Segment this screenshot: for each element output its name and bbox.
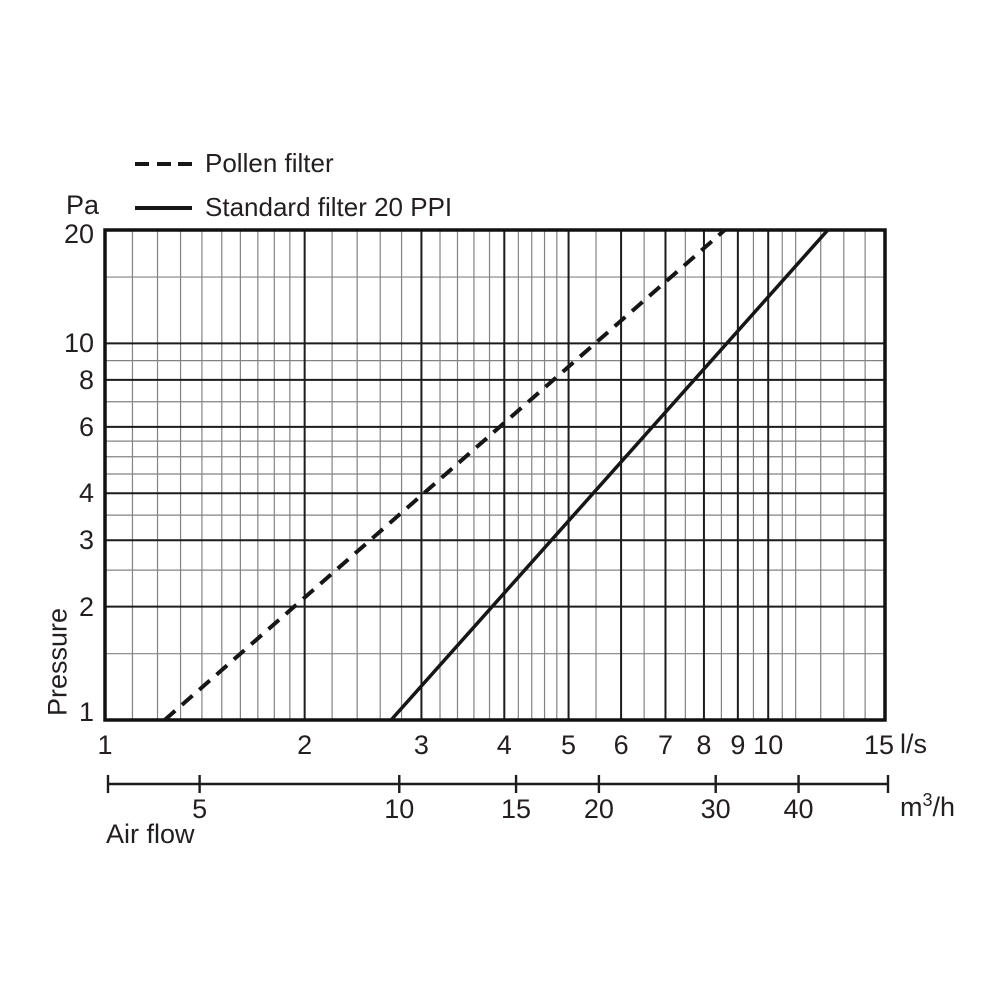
x-tick-label: 4 bbox=[496, 730, 512, 760]
y-tick-label: 20 bbox=[63, 219, 94, 249]
secondary-x-tick-label: 40 bbox=[783, 794, 814, 824]
secondary-x-tick-label: 10 bbox=[384, 794, 415, 824]
legend-item-pollen-filter: Pollen filter bbox=[135, 149, 452, 178]
x-tick-label: 10 bbox=[753, 730, 784, 760]
curve-pollen-filter bbox=[163, 230, 727, 720]
y-tick-label: 1 bbox=[78, 697, 94, 727]
x-tick-label: 6 bbox=[613, 730, 629, 760]
x-tick-label: 2 bbox=[297, 730, 313, 760]
secondary-x-tick-label: 20 bbox=[583, 794, 614, 824]
solid-line-marker bbox=[135, 205, 192, 210]
y-tick-label: 2 bbox=[78, 591, 94, 622]
secondary-x-tick-label: 5 bbox=[192, 794, 208, 824]
secondary-x-axis-unit-label: m3/h bbox=[900, 790, 956, 822]
x-tick-label: 1 bbox=[97, 730, 113, 760]
y-tick-label: 8 bbox=[78, 364, 94, 395]
y-tick-label: 10 bbox=[63, 328, 94, 359]
x-axis-unit-label: l/s bbox=[900, 729, 927, 759]
legend: Pollen filter Standard filter 20 PPI bbox=[135, 149, 452, 222]
y-tick-label: 3 bbox=[78, 525, 94, 556]
y-tick-label: 6 bbox=[78, 411, 94, 442]
curve-standard-filter-20-ppi bbox=[389, 230, 830, 720]
x-tick-label: 15 bbox=[863, 730, 895, 760]
x-axis-title: Air flow bbox=[106, 819, 195, 849]
plot-border bbox=[103, 228, 887, 722]
x-tick-label: 8 bbox=[696, 730, 712, 760]
x-tick-label: 3 bbox=[413, 730, 429, 760]
x-tick-label: 9 bbox=[730, 730, 746, 760]
legend-item-standard-filter: Standard filter 20 PPI bbox=[135, 193, 452, 222]
y-tick-label: 4 bbox=[78, 478, 94, 509]
y-axis-unit-label: Pa bbox=[66, 190, 100, 220]
dashed-line-marker bbox=[135, 161, 192, 166]
secondary-x-tick-label: 15 bbox=[501, 794, 532, 824]
secondary-x-tick-label: 30 bbox=[700, 794, 731, 824]
legend-label: Pollen filter bbox=[205, 148, 334, 178]
x-tick-label: 7 bbox=[657, 730, 673, 760]
legend-label: Standard filter 20 PPI bbox=[205, 192, 453, 222]
x-tick-label: 5 bbox=[561, 730, 577, 760]
